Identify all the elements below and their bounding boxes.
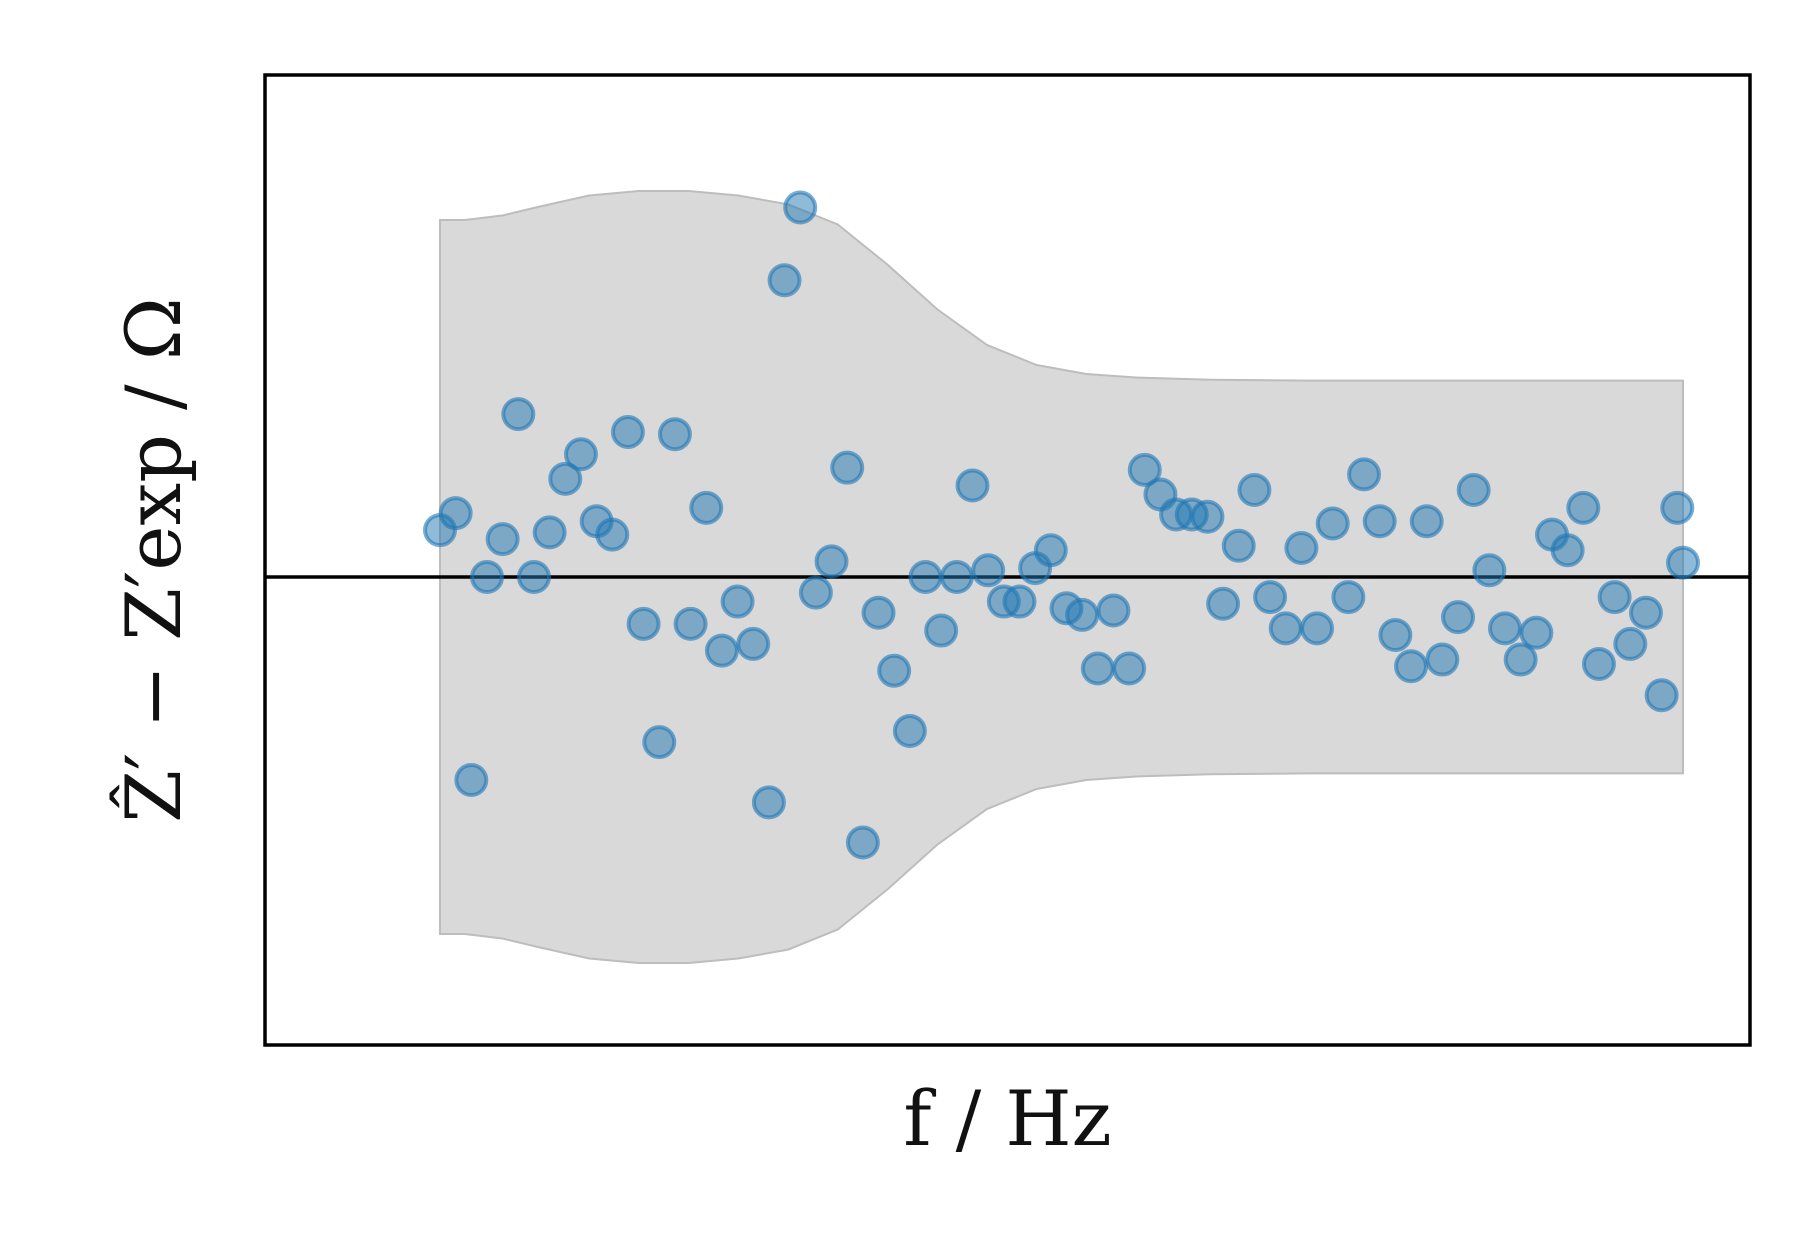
data-point <box>1315 506 1350 541</box>
data-point <box>610 414 645 449</box>
data-point <box>955 468 990 503</box>
data-point <box>1268 611 1303 646</box>
data-point <box>1362 504 1397 539</box>
data-point <box>1425 642 1460 677</box>
data-point <box>1065 597 1100 632</box>
data-point <box>516 560 551 594</box>
data-point <box>1456 472 1491 507</box>
data-point <box>1613 626 1648 661</box>
data-point <box>1472 553 1507 588</box>
data-point <box>830 450 865 485</box>
data-point <box>485 522 520 557</box>
data-point <box>767 263 802 298</box>
data-point <box>657 417 692 452</box>
data-point <box>1206 586 1241 621</box>
data-point <box>751 785 786 820</box>
data-point <box>1503 642 1538 677</box>
data-point <box>1581 647 1616 682</box>
data-point <box>861 595 896 630</box>
data-point <box>1441 600 1476 635</box>
data-point <box>704 633 739 668</box>
data-point <box>908 560 943 594</box>
plot-frame <box>263 73 1752 1047</box>
data-point <box>1237 472 1272 507</box>
data-point <box>563 437 598 472</box>
data-point <box>626 606 661 641</box>
data-point <box>1284 530 1319 565</box>
data-point <box>1566 490 1601 525</box>
data-point <box>548 461 583 496</box>
data-point <box>1409 504 1444 539</box>
data-point <box>814 544 849 579</box>
data-point <box>454 763 489 798</box>
data-point <box>1190 499 1225 534</box>
data-point <box>1300 611 1335 646</box>
data-point <box>1096 593 1131 628</box>
data-point <box>1253 580 1288 615</box>
data-point <box>1221 528 1256 563</box>
data-point <box>469 560 504 594</box>
data-point <box>1347 457 1382 492</box>
data-point <box>798 575 833 610</box>
data-point <box>1628 595 1663 630</box>
data-point <box>532 515 567 550</box>
data-point <box>1488 611 1523 646</box>
data-point <box>1127 452 1162 487</box>
data-point <box>673 606 708 641</box>
data-point <box>595 517 630 552</box>
scatter-series <box>423 190 1700 860</box>
data-point <box>971 553 1006 588</box>
data-point <box>924 613 959 648</box>
data-point <box>877 653 912 688</box>
data-point <box>720 584 755 619</box>
data-point <box>1519 615 1554 650</box>
data-point <box>1002 584 1037 619</box>
data-point <box>1331 580 1366 615</box>
data-point <box>892 713 927 748</box>
data-point <box>736 626 771 661</box>
data-point <box>1394 649 1429 684</box>
data-point <box>1378 618 1413 653</box>
x-axis-label: f / Hz <box>903 1074 1111 1163</box>
data-point <box>1080 651 1115 686</box>
data-point <box>1660 490 1695 525</box>
y-axis-label: Ẑ′ − Z′exp / Ω <box>108 297 198 823</box>
data-point <box>1550 533 1585 568</box>
data-point <box>1597 580 1632 615</box>
data-point <box>1112 651 1147 686</box>
data-point <box>1033 533 1068 568</box>
data-point <box>1666 545 1700 580</box>
data-point <box>1644 678 1679 713</box>
data-point <box>438 496 473 531</box>
data-point <box>845 825 880 860</box>
data-point <box>939 560 974 594</box>
data-point <box>689 490 724 525</box>
data-point <box>501 397 536 432</box>
data-point <box>783 190 818 225</box>
data-point <box>642 725 677 760</box>
